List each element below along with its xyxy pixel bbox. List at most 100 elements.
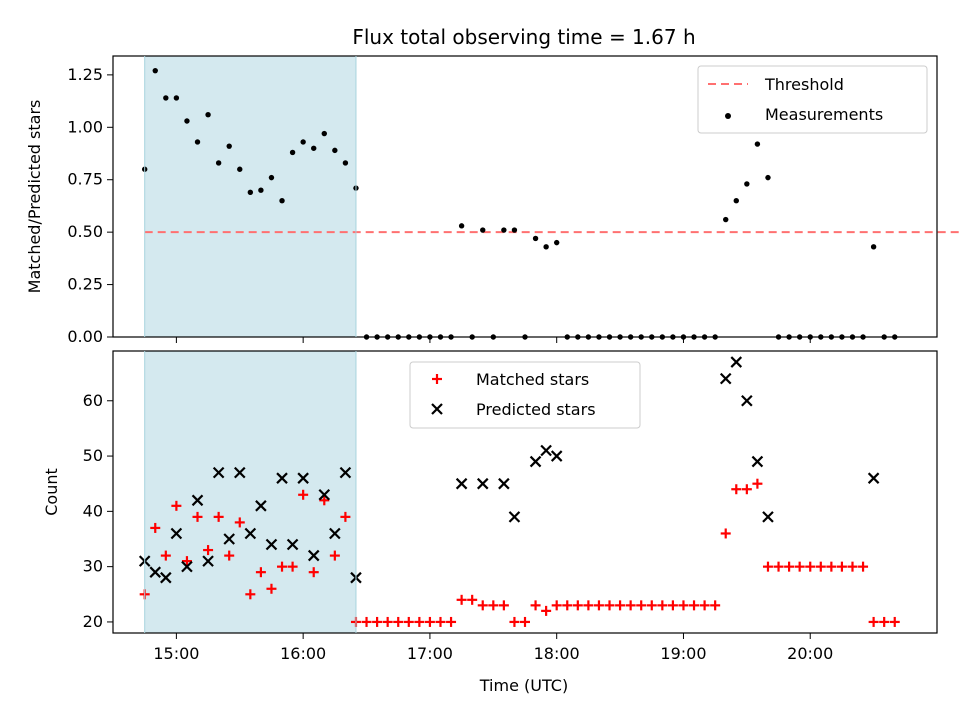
measurement-point xyxy=(184,118,190,124)
measurement-point xyxy=(342,160,349,166)
matched-star-marker xyxy=(245,589,256,600)
legend-matched-label: Matched stars xyxy=(476,370,589,389)
predicted-star-marker xyxy=(339,466,352,479)
matched-star-marker xyxy=(234,517,245,528)
matched-star-marker xyxy=(361,616,372,627)
predicted-star-marker xyxy=(455,477,468,490)
y-tick-label: 60 xyxy=(83,391,103,410)
predicted-star-marker xyxy=(508,511,521,523)
matched-star-marker xyxy=(224,550,235,561)
measurement-point xyxy=(226,143,232,149)
top-legend-box xyxy=(697,65,928,134)
matched-star-marker xyxy=(805,561,816,572)
y-tick-label: 0.50 xyxy=(67,222,103,241)
matched-star-marker xyxy=(784,561,795,572)
matched-star-marker xyxy=(636,600,647,611)
matched-star-marker xyxy=(213,511,224,522)
measurement-point xyxy=(321,130,327,137)
matched-star-marker xyxy=(858,561,869,572)
legend-measurements-label: Measurements xyxy=(765,105,883,124)
matched-star-marker xyxy=(773,561,784,572)
matched-star-marker xyxy=(667,600,678,611)
measurement-point xyxy=(754,141,761,147)
matched-star-marker xyxy=(625,600,636,611)
measurement-point xyxy=(163,95,169,101)
matched-star-marker xyxy=(520,616,530,627)
y-tick-label: 20 xyxy=(83,612,103,631)
matched-star-marker xyxy=(150,522,161,533)
matched-star-marker xyxy=(678,600,689,611)
measurement-point xyxy=(194,139,201,145)
matched-star-marker xyxy=(530,600,541,611)
matched-star-marker xyxy=(699,600,710,611)
predicted-star-marker xyxy=(498,477,510,490)
measurement-point xyxy=(733,197,739,204)
bottom-panel: 20 30 40 50 60 15:00 16:00 17:00 18:00 19:00 20:0… xyxy=(42,350,938,695)
matched-star-marker xyxy=(752,478,763,489)
measurement-point xyxy=(173,95,180,101)
bottom-axes-frame xyxy=(112,350,938,634)
legend-predicted-label: Predicted stars xyxy=(476,400,596,419)
matched-star-marker xyxy=(308,567,319,578)
predicted-star-marker xyxy=(867,472,880,484)
matched-star-marker xyxy=(815,561,826,572)
top-y-ticks: 0.00 0.25 0.50 0.75 1.00 1.25 xyxy=(67,65,113,346)
measurement-point xyxy=(532,235,539,242)
matched-stars-markers xyxy=(139,478,900,627)
top-y-axis-label: Matched/Predicted stars xyxy=(25,100,44,294)
predicted-star-marker xyxy=(741,394,753,407)
predicted-star-marker xyxy=(255,500,267,512)
matched-star-marker xyxy=(689,600,700,611)
predicted-star-marker xyxy=(212,466,225,479)
matched-star-marker xyxy=(467,594,478,605)
measurement-point xyxy=(289,149,296,156)
top-x-ticks xyxy=(175,337,811,343)
matched-star-marker xyxy=(583,600,594,611)
matched-star-marker xyxy=(826,561,837,572)
measurement-point xyxy=(152,67,158,74)
bottom-legend-box xyxy=(409,361,641,429)
measurement-point xyxy=(458,223,465,229)
matched-star-marker xyxy=(720,528,731,539)
bottom-legend: Matched stars Predicted stars xyxy=(409,361,641,429)
y-tick-label: 30 xyxy=(83,557,103,576)
predicted-star-marker xyxy=(223,533,235,545)
matched-star-marker xyxy=(710,600,721,611)
predicted-star-marker xyxy=(170,527,183,540)
predicted-star-marker xyxy=(762,511,774,523)
measurement-point xyxy=(870,244,877,250)
predicted-star-marker xyxy=(191,494,204,507)
matched-star-marker xyxy=(879,616,890,627)
legend-matched-swatch xyxy=(432,374,442,384)
measurement-point xyxy=(744,181,750,187)
measurement-point xyxy=(258,187,264,193)
y-tick-label: 40 xyxy=(83,501,103,520)
matched-star-marker xyxy=(731,484,742,495)
matched-star-marker xyxy=(435,616,446,627)
predicted-star-marker xyxy=(265,538,278,551)
top-axes-frame xyxy=(112,55,938,338)
x-tick-label: 16:00 xyxy=(280,644,326,663)
matched-star-marker xyxy=(572,600,583,611)
matched-star-marker xyxy=(456,594,467,605)
predicted-star-marker xyxy=(550,450,563,462)
predicted-star-marker xyxy=(297,472,309,484)
predicted-star-marker xyxy=(529,455,542,468)
matched-star-marker xyxy=(836,561,847,572)
predicted-star-marker xyxy=(244,527,257,540)
y-tick-label: 0.00 xyxy=(67,327,103,346)
matched-star-marker xyxy=(488,600,499,611)
matched-star-marker xyxy=(372,616,383,627)
matched-star-marker xyxy=(424,616,435,627)
matched-star-marker xyxy=(329,550,340,561)
measurement-point xyxy=(765,174,771,181)
matched-star-marker xyxy=(593,600,604,611)
matched-star-marker xyxy=(762,561,773,572)
matched-star-marker xyxy=(541,605,552,616)
matched-star-marker xyxy=(319,495,330,506)
matched-star-marker xyxy=(889,616,900,627)
matched-star-marker xyxy=(657,600,668,611)
top-shaded-region xyxy=(144,56,356,337)
measurement-point xyxy=(300,139,306,145)
